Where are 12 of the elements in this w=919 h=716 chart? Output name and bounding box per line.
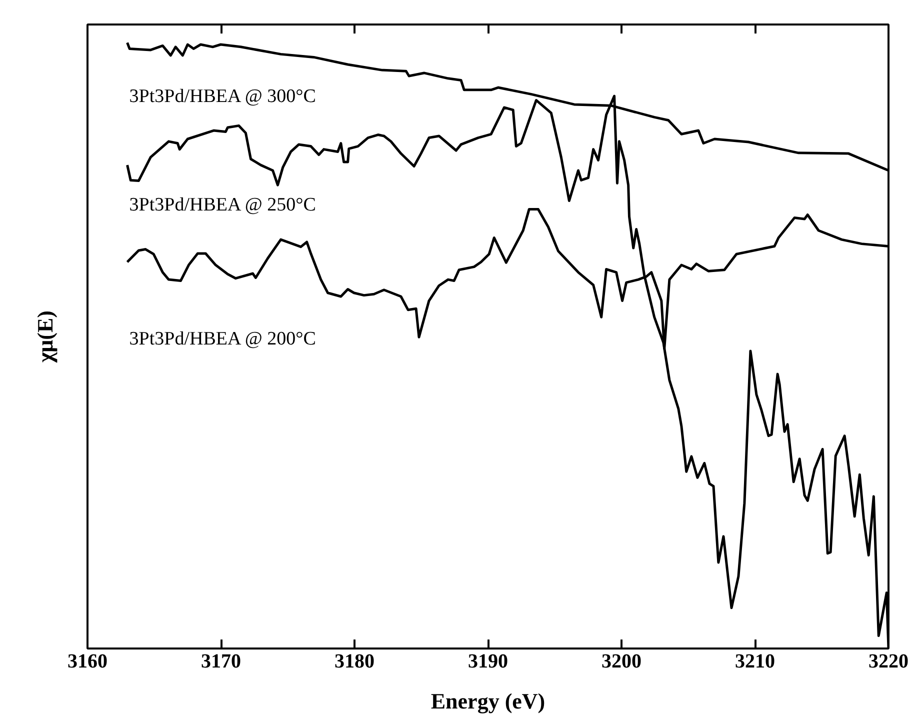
series-label: 3Pt3Pd/HBEA @ 300°C	[129, 86, 316, 108]
y-axis-title: χμ(E)	[32, 310, 58, 364]
x-tick-label: 3160	[68, 650, 108, 672]
series-label: 3Pt3Pd/HBEA @ 250°C	[129, 194, 316, 216]
x-tick-label: 3170	[201, 650, 241, 672]
x-axis-title: Energy (eV)	[430, 688, 546, 714]
x-tick-label: 3220	[868, 650, 908, 672]
series-label: 3Pt3Pd/HBEA @ 200°C	[129, 328, 316, 350]
x-tick-label: 3190	[468, 650, 508, 672]
x-tick-label: 3210	[735, 650, 775, 672]
x-tick-label: 3200	[602, 650, 642, 672]
x-tick-label: 3180	[334, 650, 374, 672]
